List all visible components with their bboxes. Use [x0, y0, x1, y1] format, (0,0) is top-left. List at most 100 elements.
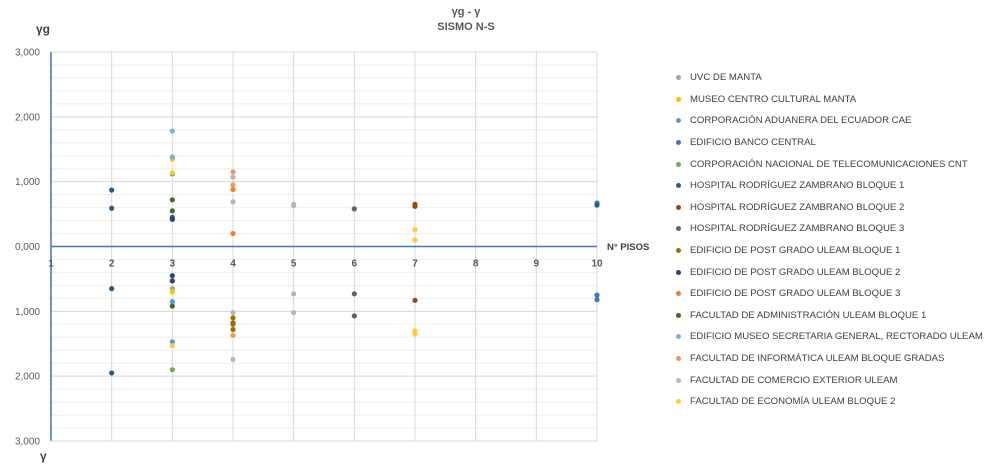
- data-point: [412, 227, 418, 233]
- y-tick-label: 2,000: [15, 372, 40, 383]
- legend-marker-icon: [676, 183, 681, 189]
- data-point: [291, 310, 297, 316]
- data-point: [351, 291, 357, 297]
- data-point: [109, 286, 115, 292]
- data-point: [351, 313, 357, 319]
- data-point: [230, 356, 236, 362]
- data-point: [169, 299, 175, 305]
- legend-label: CORPORACIÓN ADUANERA DEL ECUADOR CAE: [690, 115, 912, 127]
- x-tick-label: 10: [591, 259, 603, 270]
- data-point: [169, 303, 175, 309]
- legend-label: EDIFICIO DE POST GRADO ULEAM BLOQUE 3: [690, 288, 901, 300]
- data-point: [169, 208, 175, 214]
- data-point: [594, 202, 600, 208]
- legend-item: UVC DE MANTA: [676, 67, 981, 89]
- data-points: [109, 128, 600, 376]
- data-point: [230, 174, 236, 180]
- x-axis-label: N° PISOS: [607, 242, 649, 253]
- legend-marker-icon: [676, 248, 681, 254]
- chart-legend: UVC DE MANTA MUSEO CENTRO CULTURAL MANTA C…: [676, 67, 983, 413]
- x-tick-label: 1: [48, 259, 54, 270]
- legend-label: FACULTAD DE ADMINISTRACIÓN ULEAM BLOQUE …: [690, 309, 927, 321]
- legend-marker-icon: [676, 161, 681, 167]
- legend-label: HOSPITAL RODRÍGUEZ ZAMBRANO BLOQUE 3: [690, 223, 905, 235]
- legend-label: HOSPITAL RODRÍGUEZ ZAMBRANO BLOQUE 2: [690, 201, 905, 213]
- legend-label: FACULTAD DE COMERCIO EXTERIOR ULEAM: [690, 374, 898, 386]
- legend-label: HOSPITAL RODRÍGUEZ ZAMBRANO BLOQUE 1: [690, 180, 905, 192]
- data-point: [169, 273, 175, 279]
- legend-label: EDIFICIO DE POST GRADO ULEAM BLOQUE 2: [690, 266, 901, 278]
- legend-marker-icon: [676, 226, 681, 232]
- data-point: [230, 186, 236, 193]
- x-tick-label: 8: [473, 259, 479, 270]
- legend-marker-icon: [676, 291, 681, 297]
- data-point: [230, 315, 236, 321]
- y-tick-label: 3,000: [15, 48, 40, 59]
- legend-item: FACULTAD DE COMERCIO EXTERIOR ULEAM: [676, 369, 981, 391]
- y-axis-top-label: γg: [36, 22, 50, 36]
- data-point: [594, 297, 600, 303]
- data-point: [594, 292, 600, 298]
- data-point: [169, 278, 175, 284]
- data-point: [230, 332, 236, 338]
- data-point: [351, 206, 357, 212]
- legend-marker-icon: [676, 312, 681, 318]
- data-point: [169, 289, 175, 295]
- legend-item: FACULTAD DE ADMINISTRACIÓN ULEAM BLOQUE …: [676, 305, 981, 327]
- data-point: [169, 154, 175, 160]
- x-tick-label: 9: [534, 259, 540, 270]
- legend-item: HOSPITAL RODRÍGUEZ ZAMBRANO BLOQUE 1: [676, 175, 981, 197]
- legend-item: MUSEO CENTRO CULTURAL MANTA: [676, 89, 981, 111]
- legend-item: FACULTAD DE ECONOMÍA ULEAM BLOQUE 2: [676, 391, 981, 413]
- data-point: [230, 182, 236, 188]
- legend-item: EDIFICIO MUSEO SECRETARIA GENERAL, RECTO…: [676, 326, 983, 348]
- legend-marker-icon: [676, 334, 681, 340]
- legend-marker-icon: [676, 118, 681, 124]
- data-point: [169, 339, 175, 345]
- legend-item: CORPORACIÓN ADUANERA DEL ECUADOR CAE: [676, 110, 981, 132]
- chart-title-line1: γg - γ: [452, 6, 482, 18]
- legend-label: CORPORACIÓN NACIONAL DE TELECOMUNICACION…: [690, 158, 968, 170]
- data-point: [230, 169, 236, 175]
- data-point: [109, 205, 115, 211]
- data-point: [291, 203, 297, 209]
- legend-item: EDIFICIO BANCO CENTRAL: [676, 132, 981, 154]
- legend-marker-icon: [676, 377, 681, 383]
- legend-marker-icon: [676, 75, 681, 81]
- data-point: [230, 199, 236, 205]
- legend-label: MUSEO CENTRO CULTURAL MANTA: [690, 93, 857, 105]
- data-point: [109, 187, 115, 193]
- legend-item: EDIFICIO DE POST GRADO ULEAM BLOQUE 2: [676, 261, 981, 283]
- legend-item: HOSPITAL RODRÍGUEZ ZAMBRANO BLOQUE 3: [676, 218, 981, 240]
- legend-label: EDIFICIO MUSEO SECRETARIA GENERAL, RECTO…: [690, 331, 983, 343]
- y-tick-label: 3,000: [15, 437, 40, 448]
- x-tick-label: 7: [412, 259, 418, 270]
- y-tick-label: 1,000: [15, 177, 40, 188]
- data-point: [230, 310, 236, 316]
- y-tick-label: 0,000: [15, 242, 40, 253]
- data-point: [169, 343, 175, 349]
- legend-label: EDIFICIO BANCO CENTRAL: [690, 137, 816, 149]
- legend-label: UVC DE MANTA: [690, 72, 762, 84]
- x-tick-label: 4: [230, 259, 236, 270]
- legend-label: EDIFICIO DE POST GRADO ULEAM BLOQUE 1: [690, 245, 901, 257]
- legend-marker-icon: [676, 204, 681, 210]
- data-point: [169, 216, 175, 222]
- data-point: [230, 230, 236, 237]
- data-point: [169, 197, 175, 203]
- data-point: [169, 128, 175, 134]
- legend-item: EDIFICIO DE POST GRADO ULEAM BLOQUE 1: [676, 240, 981, 262]
- data-point: [169, 367, 175, 373]
- y-axis-bottom-label: γ: [40, 449, 47, 463]
- tick-labels: 1 2 3 4 5 6 7 8 9 10 3,000 2,000 1,000 0,000 1,000 2,00…: [15, 48, 603, 448]
- legend-marker-icon: [676, 96, 681, 102]
- data-point: [230, 321, 236, 327]
- legend-item: HOSPITAL RODRÍGUEZ ZAMBRANO BLOQUE 2: [676, 197, 981, 219]
- legend-marker-icon: [676, 356, 681, 362]
- legend-marker-icon: [676, 140, 681, 146]
- x-tick-label: 5: [291, 259, 297, 270]
- legend-marker-icon: [676, 269, 681, 275]
- legend-item: EDIFICIO DE POST GRADO ULEAM BLOQUE 3: [676, 283, 981, 305]
- x-tick-label: 3: [170, 259, 176, 270]
